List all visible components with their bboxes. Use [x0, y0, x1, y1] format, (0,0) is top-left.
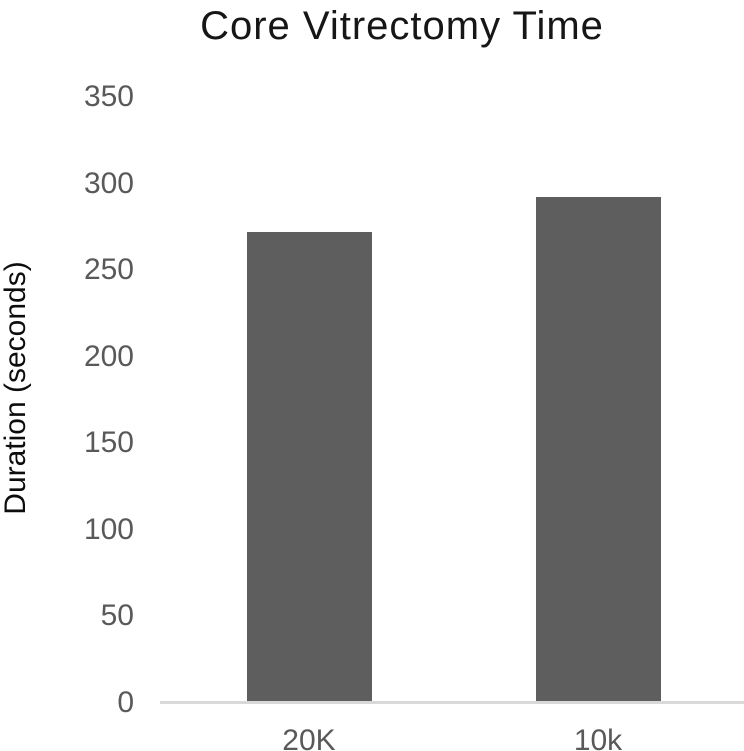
y-tick-label: 250 [83, 253, 134, 287]
y-tick-label: 100 [83, 512, 134, 546]
chart-title: Core Vitrectomy Time [200, 4, 604, 48]
bar-10k [535, 197, 661, 703]
bar-20K [246, 232, 372, 703]
y-tick-label: 0 [117, 686, 134, 719]
x-category-label: 10k [573, 724, 623, 751]
x-category-label: 20K [282, 724, 336, 751]
y-tick-label: 50 [100, 599, 134, 633]
y-axis-title: Duration (seconds) [0, 261, 32, 515]
x-axis-line [160, 701, 744, 704]
y-tick-label: 150 [83, 426, 134, 460]
y-tick-label: 200 [83, 339, 134, 373]
y-tick-label: 350 [83, 80, 134, 113]
y-tick-label: 300 [83, 166, 134, 200]
